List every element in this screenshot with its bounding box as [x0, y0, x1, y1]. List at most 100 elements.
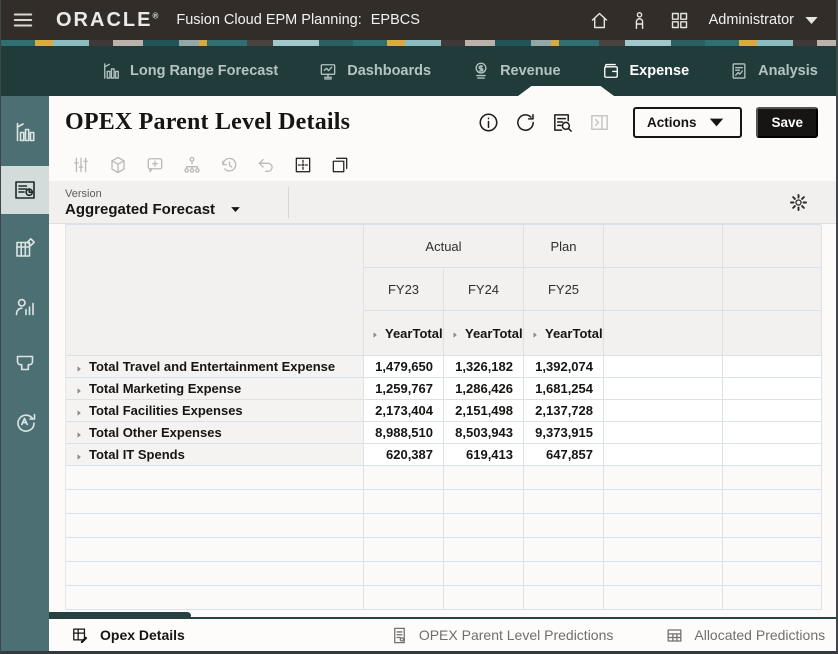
data-cell[interactable]: 1,326,182 [444, 356, 524, 378]
refresh-icon[interactable] [514, 111, 537, 134]
version-selector[interactable]: Version Aggregated Forecast [65, 186, 290, 218]
data-cell[interactable]: 1,479,650 [364, 356, 444, 378]
data-cell-empty [604, 400, 723, 422]
scenario-header-label: Plan [550, 238, 577, 254]
year-header-fy23[interactable]: FY23 [364, 268, 444, 311]
data-cell[interactable]: 1,286,426 [444, 378, 524, 400]
expand-icon[interactable] [74, 450, 84, 460]
user-assist-icon[interactable] [629, 10, 650, 31]
menu-icon[interactable] [12, 9, 34, 31]
nav-tab-label: Expense [629, 63, 690, 79]
empty-cell [364, 538, 444, 562]
data-cell[interactable]: 619,413 [444, 444, 524, 466]
row-header[interactable]: Total Other Expenses [66, 422, 364, 444]
empty-cell [723, 466, 822, 490]
row-header[interactable]: Total Marketing Expense [66, 378, 364, 400]
expand-icon[interactable] [370, 328, 380, 338]
expand-icon[interactable] [74, 428, 84, 438]
row-header[interactable]: Total IT Spends [66, 444, 364, 466]
save-button[interactable]: Save [756, 106, 818, 138]
empty-cell [604, 466, 723, 490]
expand-icon[interactable] [74, 362, 84, 372]
bottom-tab-opex-details[interactable]: Opex Details [71, 626, 185, 645]
sidebar-item-approvals[interactable] [1, 398, 49, 446]
cluster-nav-bar: Long Range Forecast Dashboards Revenue E… [1, 46, 836, 96]
detach-icon[interactable] [330, 155, 350, 175]
bottom-tab-opex-parent-level-predictions[interactable]: OPEX Parent Level Predictions [390, 626, 613, 645]
nav-tab-expense[interactable]: Expense [601, 61, 690, 81]
sidebar-item-data-forms[interactable] [1, 166, 49, 214]
sb-chart-icon [13, 120, 37, 144]
home-icon[interactable] [589, 10, 610, 31]
year-header-empty [723, 268, 822, 311]
data-cell[interactable]: 8,988,510 [364, 422, 444, 444]
year-header-fy24[interactable]: FY24 [444, 268, 524, 311]
sidebar-item-workforce[interactable] [1, 282, 49, 330]
data-cell[interactable]: 1,392,074 [524, 356, 604, 378]
period-header-yeartotal[interactable]: YearTotal [444, 311, 524, 356]
data-cell[interactable]: 1,259,767 [364, 378, 444, 400]
active-tab-notch [518, 86, 614, 96]
top-bar: ORACLE® Fusion Cloud EPM Planning: EPBCS… [1, 0, 836, 40]
tab-table-icon [665, 626, 684, 645]
row-header[interactable]: Total Travel and Entertainment Expense [66, 356, 364, 378]
data-cell[interactable]: 647,857 [524, 444, 604, 466]
data-cell[interactable]: 2,137,728 [524, 400, 604, 422]
sidebar-item-dashboards[interactable] [1, 108, 49, 156]
expand-icon[interactable] [450, 328, 460, 338]
cell-value: 8,988,510 [375, 425, 433, 440]
row-header[interactable]: Total Facilities Expenses [66, 400, 364, 422]
form-search-icon[interactable] [551, 111, 574, 134]
actions-button[interactable]: Actions [632, 106, 743, 138]
gear-icon[interactable] [789, 193, 808, 212]
cell-value: 2,137,728 [535, 403, 593, 418]
period-header-yeartotal[interactable]: YearTotal [524, 311, 604, 356]
cell-value: 2,151,498 [455, 403, 513, 418]
data-grid: Actual Plan FY23 FY24 FY25 YearTotal YearTotal… [65, 224, 822, 610]
expand-icon[interactable] [74, 384, 84, 394]
tab-form-edit-icon [71, 626, 90, 645]
nav-tab-analysis[interactable]: Analysis [729, 61, 818, 81]
period-header-empty [604, 311, 723, 356]
empty-cell [604, 586, 723, 610]
nav-tab-revenue[interactable]: Revenue [471, 61, 561, 81]
user-menu[interactable]: Administrator [709, 10, 822, 31]
year-header-fy25[interactable]: FY25 [524, 268, 604, 311]
expand-icon[interactable] [74, 406, 84, 416]
row-label: Total IT Spends [89, 447, 185, 462]
chevron-down-icon [801, 10, 822, 31]
expand-icon[interactable] [530, 328, 540, 338]
data-cell[interactable]: 1,681,254 [524, 378, 604, 400]
data-cell-empty [723, 356, 822, 378]
period-header-yeartotal[interactable]: YearTotal [364, 311, 444, 356]
sidebar-item-filters[interactable] [1, 340, 49, 388]
data-cell[interactable]: 2,151,498 [444, 400, 524, 422]
empty-cell [364, 466, 444, 490]
data-cell[interactable]: 9,373,915 [524, 422, 604, 444]
decorative-banner [1, 40, 836, 46]
nav-tab-dashboards[interactable]: Dashboards [318, 61, 431, 81]
data-cell-empty [604, 422, 723, 444]
data-cell[interactable]: 2,173,404 [364, 400, 444, 422]
data-cell[interactable]: 620,387 [364, 444, 444, 466]
bottom-tab-allocated-predictions[interactable]: Allocated Predictions [665, 626, 825, 645]
data-cell[interactable]: 8,503,943 [444, 422, 524, 444]
nav-tab-long-range-forecast[interactable]: Long Range Forecast [101, 61, 278, 81]
scenario-header-actual[interactable]: Actual [364, 225, 524, 268]
empty-cell [444, 514, 524, 538]
row-label: Total Other Expenses [89, 425, 222, 440]
nav-tab-label: Long Range Forecast [130, 63, 279, 79]
sidebar-item-cubes[interactable] [1, 224, 49, 272]
empty-cell [66, 586, 364, 610]
freeze-pane-icon[interactable] [293, 155, 313, 175]
empty-cell [444, 466, 524, 490]
empty-cell [66, 562, 364, 586]
info-icon[interactable] [477, 111, 500, 134]
oracle-logo: ORACLE® [56, 8, 159, 31]
scenario-header-plan[interactable]: Plan [524, 225, 604, 268]
sb-form-icon [13, 178, 37, 202]
row-label: Total Travel and Entertainment Expense [89, 359, 336, 374]
version-value: Aggregated Forecast [65, 200, 216, 218]
navigator-grid-icon[interactable] [669, 10, 690, 31]
page-title: OPEX Parent Level Details [65, 108, 351, 135]
